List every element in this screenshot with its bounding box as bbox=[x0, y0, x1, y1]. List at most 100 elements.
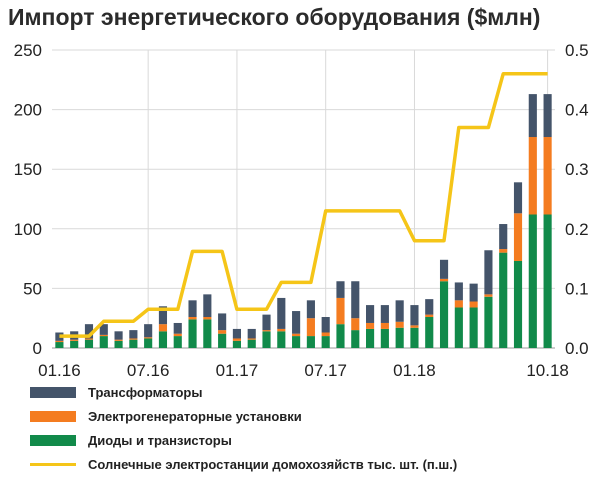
bar-generators bbox=[439, 278, 449, 282]
bar-diodes bbox=[366, 328, 375, 348]
y-right-tick-label: 0.2 bbox=[565, 220, 589, 239]
legend-label-solar: Солнечные электростанции домохозяйств ты… bbox=[88, 456, 458, 472]
bar-transformers bbox=[114, 331, 123, 340]
bar-transformers bbox=[99, 324, 108, 335]
y-left-tick-label: 250 bbox=[14, 41, 42, 60]
bar-transformers bbox=[484, 250, 493, 295]
bar-diodes bbox=[70, 340, 79, 348]
bar-generators bbox=[484, 294, 493, 297]
y-right-tick-label: 0.3 bbox=[565, 160, 589, 179]
bar-diodes bbox=[144, 338, 153, 348]
legend-label-diodes: Диоды и транзисторы bbox=[88, 432, 232, 448]
bar-transformers bbox=[306, 300, 315, 319]
bar-generators bbox=[99, 334, 108, 337]
bar-transformers bbox=[84, 324, 94, 339]
line-solar bbox=[59, 72, 548, 338]
bar-diodes bbox=[454, 307, 463, 348]
bar-diodes bbox=[129, 339, 138, 348]
y-right-tick-label: 0.4 bbox=[565, 101, 589, 120]
bar-generators bbox=[395, 321, 404, 328]
bar-transformers bbox=[499, 224, 508, 250]
x-tick-label: 01.16 bbox=[38, 361, 81, 380]
bar-diodes bbox=[528, 214, 537, 348]
bar-generators bbox=[129, 338, 138, 340]
legend-swatch-solar bbox=[30, 462, 76, 466]
bar-diodes bbox=[484, 296, 493, 348]
bar-transformers bbox=[203, 294, 212, 318]
y-right-tick-label: 0.0 bbox=[565, 339, 589, 358]
bar-diodes bbox=[336, 324, 345, 348]
bar-generators bbox=[277, 328, 286, 332]
bar-diodes bbox=[262, 331, 271, 348]
bar-diodes bbox=[247, 339, 256, 348]
bar-generators bbox=[513, 213, 523, 261]
bar-diodes bbox=[306, 336, 315, 348]
bar-transformers bbox=[543, 94, 552, 138]
bar-generators bbox=[454, 300, 463, 308]
x-tick-label: 01.18 bbox=[393, 361, 436, 380]
legend-swatch-diodes bbox=[30, 434, 76, 446]
bar-diodes bbox=[439, 281, 449, 348]
bar-generators bbox=[232, 338, 241, 341]
bar-diodes bbox=[99, 336, 108, 348]
bar-diodes bbox=[321, 336, 330, 348]
bar-diodes bbox=[218, 333, 227, 348]
bar-transformers bbox=[262, 314, 271, 331]
bar-generators bbox=[306, 318, 315, 337]
bar-transformers bbox=[395, 300, 404, 322]
bar-generators bbox=[173, 333, 182, 337]
bar-transformers bbox=[351, 281, 360, 319]
bar-generators bbox=[188, 317, 197, 320]
legend: Трансформаторы Электрогенераторные устан… bbox=[30, 380, 590, 476]
legend-label-generators: Электрогенераторные установки bbox=[88, 408, 302, 424]
x-tick-label: 10.18 bbox=[526, 361, 569, 380]
bar-diodes bbox=[292, 336, 301, 348]
bar-generators bbox=[114, 339, 123, 341]
bar-generators bbox=[366, 322, 375, 329]
y-left-tick-label: 50 bbox=[23, 279, 42, 298]
bar-diodes bbox=[380, 328, 389, 348]
bar-transformers bbox=[277, 297, 286, 329]
bar-generators bbox=[410, 325, 419, 328]
bar-generators bbox=[425, 314, 434, 318]
y-left-tick-label: 0 bbox=[33, 339, 42, 358]
bar-generators bbox=[321, 332, 330, 337]
bar-generators bbox=[262, 330, 271, 332]
legend-swatch-transformers bbox=[30, 386, 76, 398]
bar-diodes bbox=[543, 214, 552, 348]
bar-generators bbox=[218, 330, 227, 334]
chart-title: Импорт энергетического оборудования ($мл… bbox=[8, 4, 541, 30]
bar-diodes bbox=[84, 339, 94, 348]
bar-generators bbox=[380, 322, 389, 329]
bar-generators bbox=[55, 340, 64, 343]
bar-diodes bbox=[513, 260, 523, 348]
bar-generators bbox=[543, 137, 552, 215]
bar-generators bbox=[499, 249, 508, 253]
bar-generators bbox=[84, 338, 94, 340]
bar-generators bbox=[292, 333, 301, 337]
x-tick-label: 07.17 bbox=[304, 361, 347, 380]
y-left-tick-label: 200 bbox=[14, 101, 42, 120]
bar-diodes bbox=[114, 340, 123, 348]
bar-transformers bbox=[158, 306, 168, 325]
bar-diodes bbox=[395, 327, 404, 348]
bar-transformers bbox=[247, 328, 256, 339]
bar-diodes bbox=[351, 330, 360, 348]
bar-generators bbox=[158, 324, 168, 332]
bar-transformers bbox=[410, 305, 419, 326]
bar-generators bbox=[528, 137, 537, 215]
bar-transformers bbox=[292, 311, 301, 334]
legend-label-transformers: Трансформаторы bbox=[88, 384, 203, 400]
legend-item-transformers: Трансформаторы bbox=[30, 380, 590, 404]
bar-generators bbox=[469, 301, 478, 308]
bar-diodes bbox=[499, 252, 508, 348]
bar-transformers bbox=[528, 94, 537, 138]
legend-swatch-generators bbox=[30, 410, 76, 422]
bar-transformers bbox=[55, 332, 64, 341]
y-left-tick-label: 150 bbox=[14, 160, 42, 179]
bar-transformers bbox=[144, 324, 153, 338]
bar-transformers bbox=[188, 300, 197, 318]
bar-transformers bbox=[336, 281, 345, 298]
bar-diodes bbox=[277, 331, 286, 348]
